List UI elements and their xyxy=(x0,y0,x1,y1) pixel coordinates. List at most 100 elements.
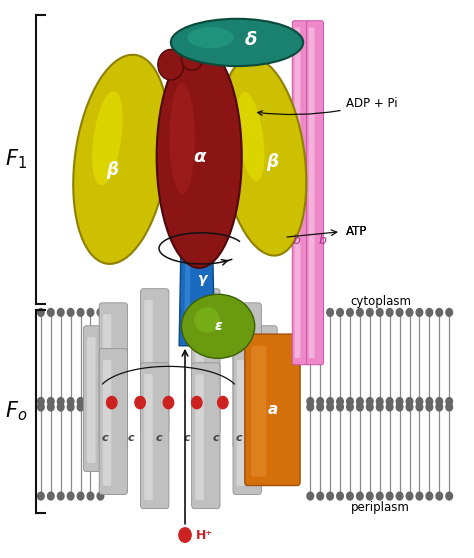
Circle shape xyxy=(436,403,443,411)
Circle shape xyxy=(163,396,173,408)
Text: c: c xyxy=(236,432,243,442)
Circle shape xyxy=(87,309,94,316)
FancyBboxPatch shape xyxy=(141,363,169,509)
Text: H⁺: H⁺ xyxy=(195,528,212,542)
FancyBboxPatch shape xyxy=(245,334,300,485)
Circle shape xyxy=(87,397,94,405)
Circle shape xyxy=(67,403,74,411)
Circle shape xyxy=(317,309,323,316)
Circle shape xyxy=(77,309,84,316)
Text: ATP: ATP xyxy=(346,225,367,238)
FancyBboxPatch shape xyxy=(103,360,111,486)
Circle shape xyxy=(346,492,353,500)
FancyBboxPatch shape xyxy=(292,21,310,365)
Circle shape xyxy=(97,403,104,411)
Circle shape xyxy=(327,403,333,411)
Circle shape xyxy=(416,309,423,316)
Circle shape xyxy=(307,309,314,316)
Circle shape xyxy=(77,397,84,405)
Circle shape xyxy=(218,396,228,408)
Circle shape xyxy=(426,397,433,405)
Circle shape xyxy=(436,397,443,405)
Ellipse shape xyxy=(92,91,123,185)
Circle shape xyxy=(426,492,433,500)
Circle shape xyxy=(37,403,44,411)
Circle shape xyxy=(327,397,333,405)
Circle shape xyxy=(87,403,94,411)
Circle shape xyxy=(426,403,433,411)
Circle shape xyxy=(97,492,104,500)
FancyBboxPatch shape xyxy=(237,314,245,440)
FancyBboxPatch shape xyxy=(195,300,204,426)
Text: c: c xyxy=(184,432,191,442)
Circle shape xyxy=(179,528,191,542)
Text: c: c xyxy=(155,432,162,442)
FancyBboxPatch shape xyxy=(99,303,128,449)
FancyBboxPatch shape xyxy=(251,346,266,477)
Ellipse shape xyxy=(158,50,184,80)
FancyBboxPatch shape xyxy=(83,326,112,472)
Circle shape xyxy=(327,309,333,316)
Ellipse shape xyxy=(182,48,203,70)
Circle shape xyxy=(346,397,353,405)
Circle shape xyxy=(37,309,44,316)
Circle shape xyxy=(317,403,323,411)
Text: c: c xyxy=(128,432,134,442)
Polygon shape xyxy=(184,162,191,340)
Text: c: c xyxy=(101,432,108,442)
Ellipse shape xyxy=(171,19,303,66)
FancyBboxPatch shape xyxy=(253,337,261,463)
Ellipse shape xyxy=(219,57,306,256)
Circle shape xyxy=(426,309,433,316)
Circle shape xyxy=(376,309,383,316)
Circle shape xyxy=(406,309,413,316)
Circle shape xyxy=(366,403,373,411)
Text: ε: ε xyxy=(214,319,222,333)
Circle shape xyxy=(57,403,64,411)
Text: β: β xyxy=(266,153,278,171)
Circle shape xyxy=(47,403,54,411)
Circle shape xyxy=(191,396,202,408)
Circle shape xyxy=(346,309,353,316)
Circle shape xyxy=(107,396,117,408)
Circle shape xyxy=(47,309,54,316)
Text: $F_1$: $F_1$ xyxy=(5,147,27,171)
Text: α: α xyxy=(193,147,205,166)
Circle shape xyxy=(386,403,393,411)
Text: c: c xyxy=(212,432,219,442)
Text: ATP: ATP xyxy=(346,225,367,238)
Text: periplasm: periplasm xyxy=(350,501,410,514)
Circle shape xyxy=(67,492,74,500)
Text: β: β xyxy=(106,161,118,180)
Ellipse shape xyxy=(156,45,242,268)
Circle shape xyxy=(337,397,343,405)
Circle shape xyxy=(346,403,353,411)
Circle shape xyxy=(77,492,84,500)
Text: $F_o$: $F_o$ xyxy=(5,400,27,423)
Ellipse shape xyxy=(237,92,264,181)
FancyBboxPatch shape xyxy=(141,288,169,435)
Circle shape xyxy=(337,403,343,411)
Circle shape xyxy=(376,403,383,411)
Circle shape xyxy=(396,403,403,411)
Circle shape xyxy=(396,309,403,316)
FancyBboxPatch shape xyxy=(233,303,261,449)
FancyBboxPatch shape xyxy=(237,360,245,486)
Ellipse shape xyxy=(169,83,195,194)
FancyBboxPatch shape xyxy=(249,326,277,472)
Circle shape xyxy=(356,309,363,316)
Ellipse shape xyxy=(187,27,234,49)
Circle shape xyxy=(356,403,363,411)
Circle shape xyxy=(337,492,343,500)
Circle shape xyxy=(337,309,343,316)
Circle shape xyxy=(366,309,373,316)
Circle shape xyxy=(307,492,314,500)
Circle shape xyxy=(366,397,373,405)
Circle shape xyxy=(386,492,393,500)
Circle shape xyxy=(436,492,443,500)
Circle shape xyxy=(416,397,423,405)
FancyBboxPatch shape xyxy=(144,300,153,426)
Circle shape xyxy=(135,396,146,408)
FancyBboxPatch shape xyxy=(294,27,301,358)
Circle shape xyxy=(386,309,393,316)
